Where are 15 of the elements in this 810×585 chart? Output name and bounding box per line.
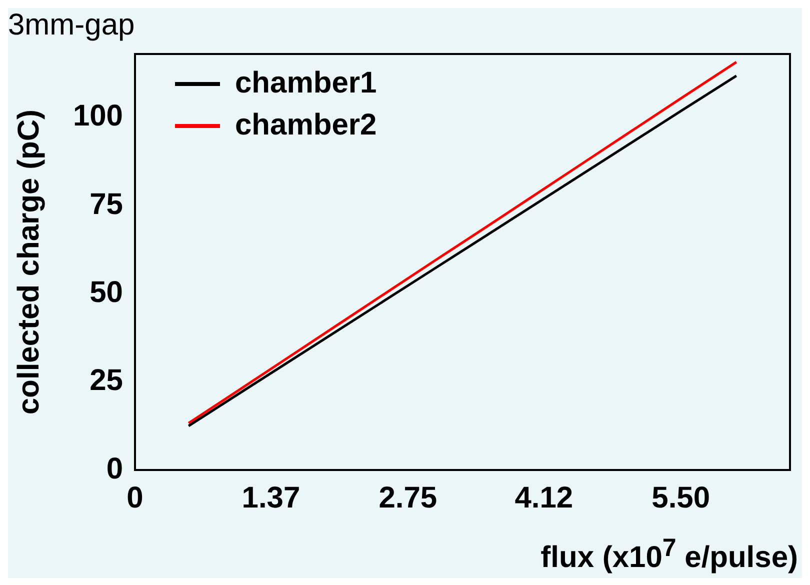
y-tick-label: 100 (72, 100, 123, 133)
legend-label: chamber1 (235, 66, 377, 100)
y-tick-label: 0 (106, 452, 123, 486)
x-tick-label: 4.12 (514, 481, 574, 514)
legend-label: chamber2 (235, 108, 377, 142)
x-tick-label: 1.37 (242, 481, 300, 514)
y-tick-label: 75 (90, 188, 123, 221)
x-tick-label: 5.50 (652, 481, 710, 514)
x-axis-title: flux (x10$^{7}$ e/pulse) (540, 533, 799, 576)
x-tick-label: 0 (126, 481, 144, 514)
y-axis-title: collected charge (pC) (12, 109, 46, 415)
y-tick-label: 25 (90, 364, 123, 398)
y-tick-label: 50 (90, 276, 123, 309)
x-tick-label: 2.75 (378, 481, 438, 514)
chart-title: 3mm-gap (8, 8, 135, 42)
